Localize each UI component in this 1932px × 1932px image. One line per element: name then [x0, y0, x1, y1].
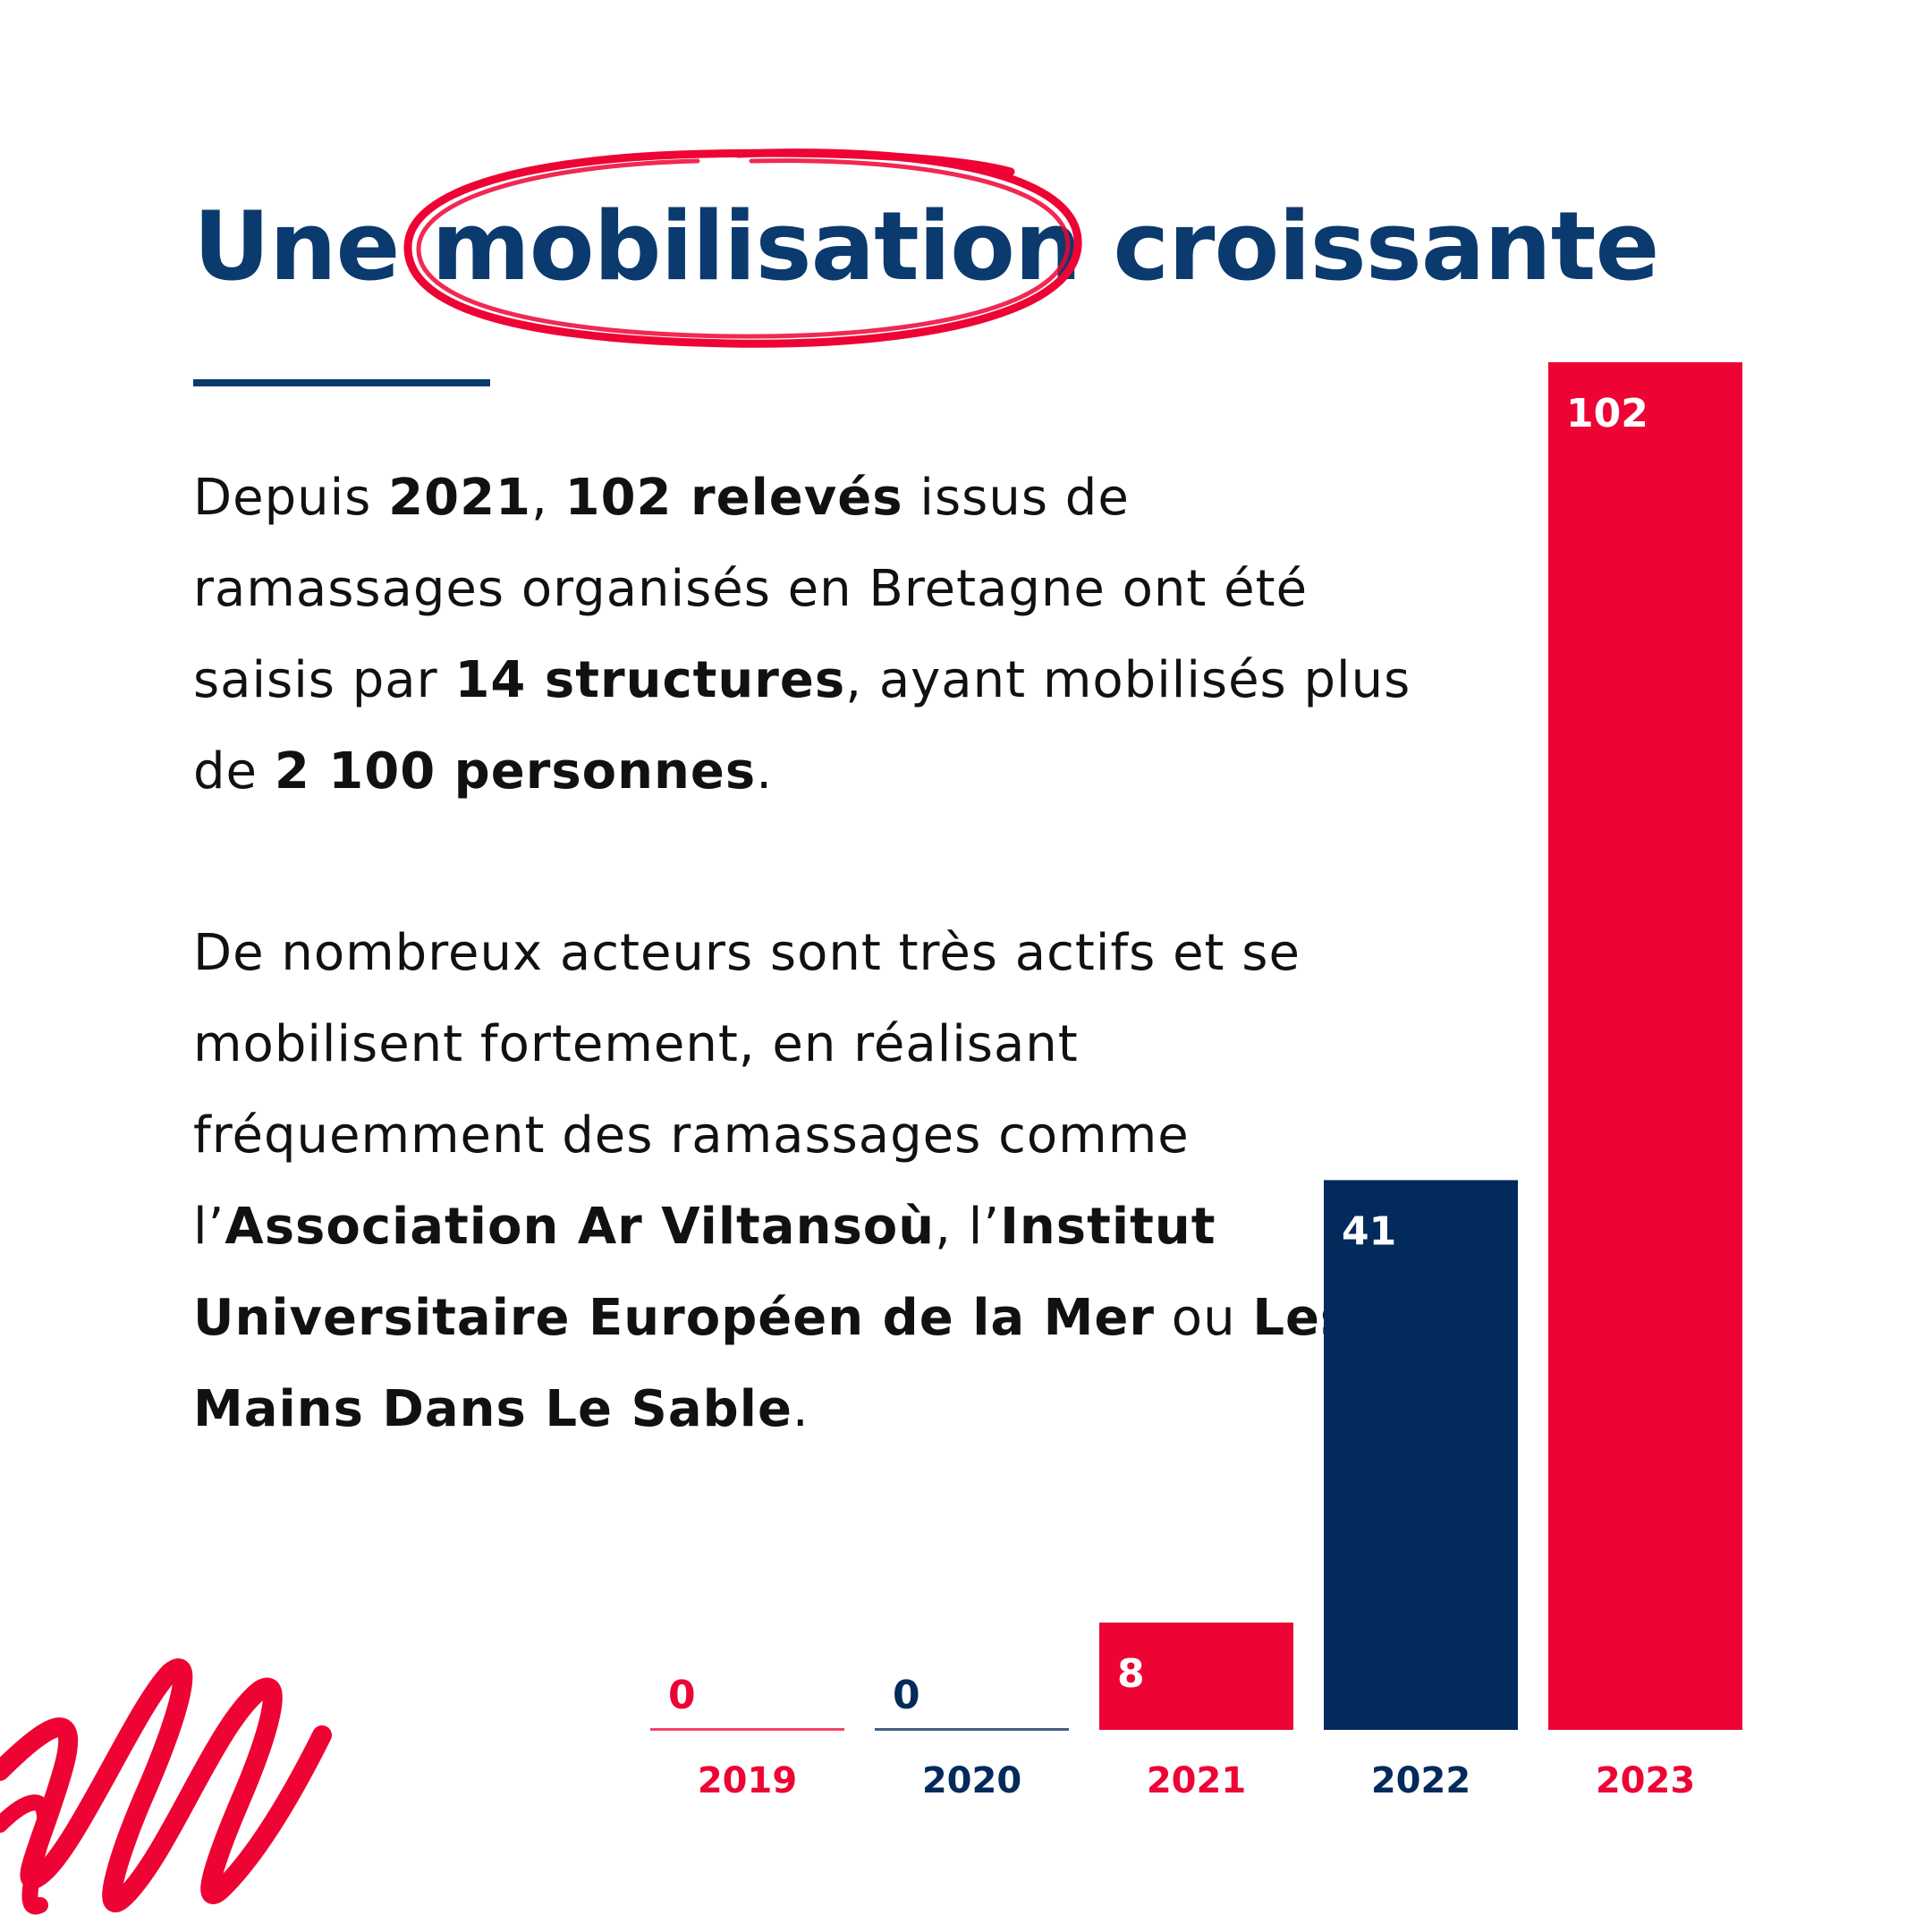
bar-2021: [1099, 1623, 1293, 1730]
tick-label-2022: 2022: [1371, 1760, 1470, 1801]
text-segment: ,: [531, 469, 565, 527]
title-word-croissante: croissante: [1113, 191, 1659, 301]
text-segment: .: [792, 1380, 809, 1438]
text-segment: De nombreux acteurs sont très actifs et …: [193, 924, 1301, 1256]
data-label-2021: 8: [1117, 1651, 1145, 1697]
tick-label-2019: 2019: [698, 1760, 797, 1801]
bold-association-ar-viltansou: Association Ar Viltansoù: [225, 1198, 936, 1256]
text-segment: , ayant mobilisés plus de: [193, 651, 1411, 801]
text-segment: issus de ramassages organisés en Bretagn…: [193, 469, 1309, 709]
bold-institut-universitaire: Institut Universitaire Européen de la Me…: [193, 1198, 1216, 1347]
text-segment: Depuis: [193, 469, 389, 527]
text-segment: , l’: [935, 1198, 1001, 1256]
bar-2022: [1324, 1180, 1518, 1730]
title-underline-divider: [193, 379, 490, 386]
bold-year: 2021: [388, 469, 532, 527]
bold-personnes: 2 100 personnes: [274, 742, 757, 801]
data-label-2019: 0: [668, 1673, 696, 1718]
bar-2019: [650, 1728, 844, 1731]
title-word-une: Une: [193, 191, 400, 301]
intro-paragraph: Depuis 2021, 102 relevés issus de ramass…: [193, 453, 1428, 818]
text-segment: ou: [1155, 1289, 1253, 1347]
data-label-2022: 41: [1342, 1208, 1396, 1254]
data-label-2020: 0: [893, 1673, 920, 1718]
bar-2020: [875, 1728, 1069, 1731]
bold-releves: 102 relevés: [564, 469, 903, 527]
title-word-mobilisation: mobilisation: [431, 191, 1081, 301]
data-label-2023: 102: [1566, 391, 1648, 436]
tick-label-2021: 2021: [1147, 1760, 1246, 1801]
tick-label-2020: 2020: [922, 1760, 1021, 1801]
red-scribble-decoration: [0, 1658, 332, 1915]
bold-structures: 14 structures: [454, 651, 846, 709]
tick-label-2023: 2023: [1596, 1760, 1695, 1801]
text-segment: .: [756, 742, 774, 801]
bar-2023: [1548, 362, 1742, 1730]
